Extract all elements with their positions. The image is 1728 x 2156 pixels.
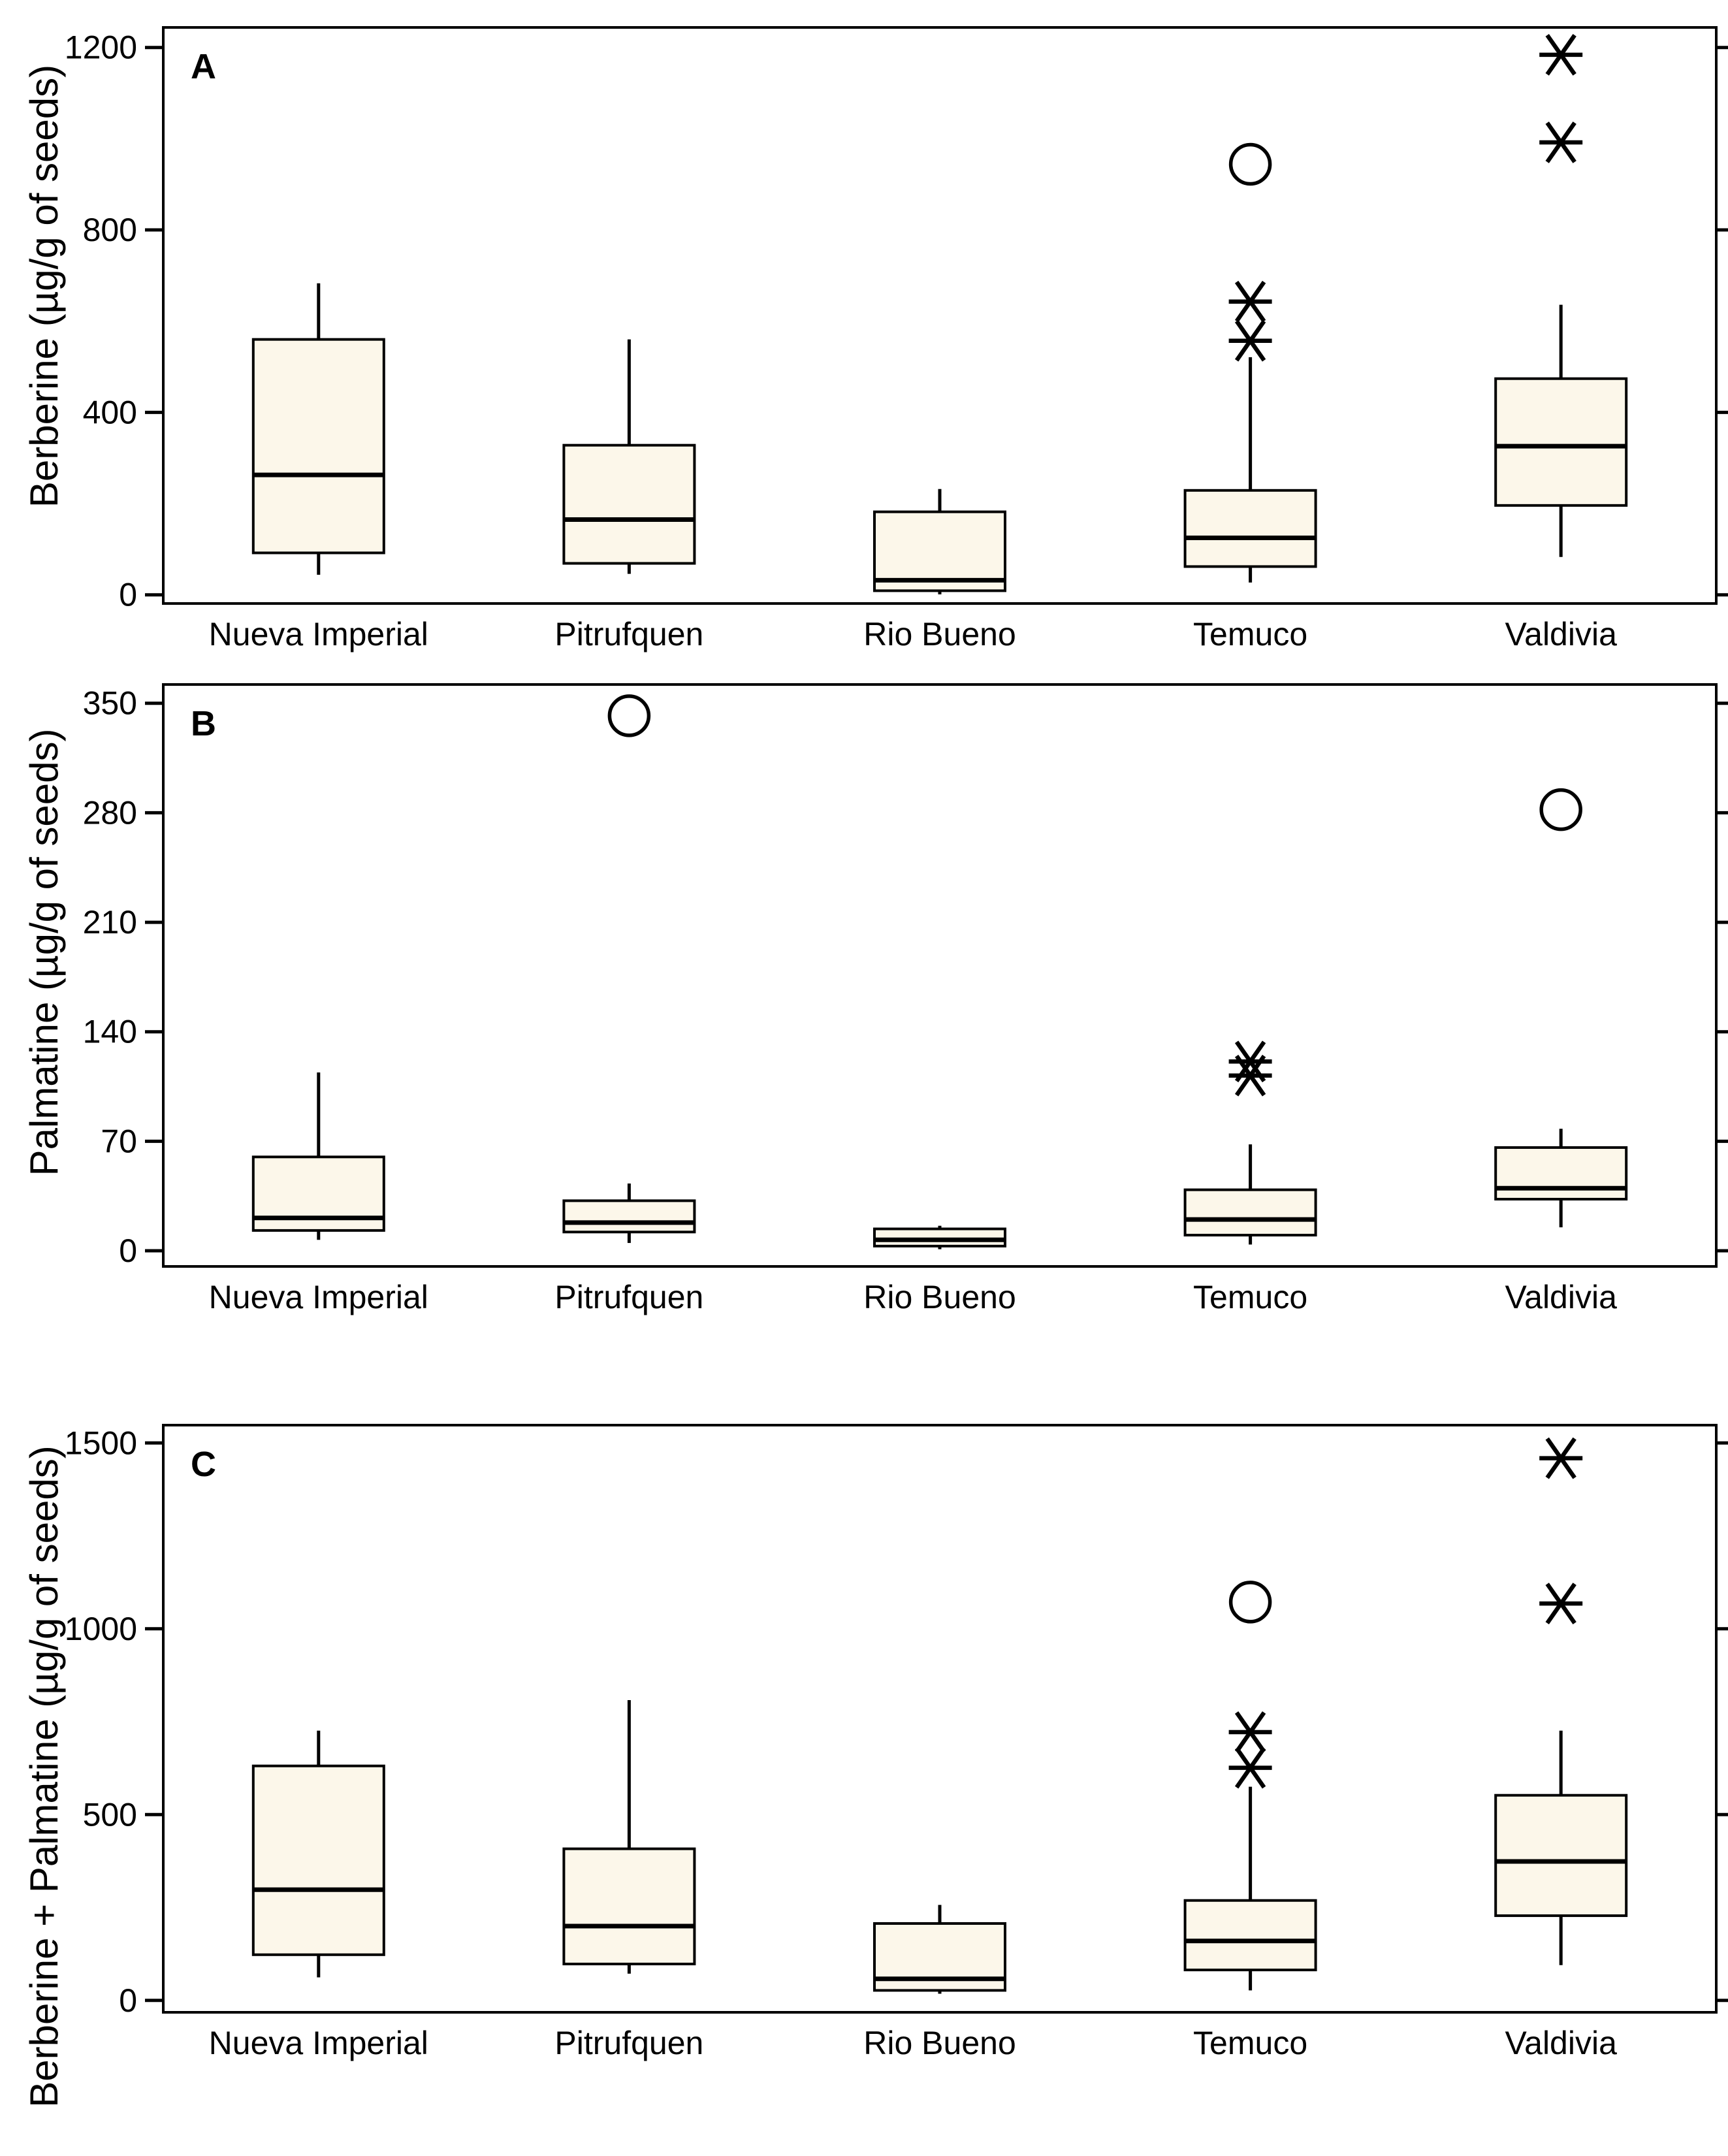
panel-A: 0 400 800 1200 A Berberine (µg/g of seeds) Nue… [22,26,1728,652]
panel-letter: B [191,704,216,743]
iqr-box [1183,489,1317,568]
y-tick-label: 70 [101,1123,137,1159]
panel-C: 0 500 1000 1500 C Berberine + Palmatine (µg/g… [22,1424,1728,2108]
iqr-box [1494,377,1628,507]
outlier-circle [1228,1581,1272,1624]
box-group-pitrufquen [562,1700,696,1974]
category-label: Valdivia [1505,616,1618,652]
category-label: Valdivia [1505,2025,1618,2061]
outlier-asterisk [1539,1437,1583,1479]
outlier-circle [1228,142,1272,186]
panel-frame [162,683,1718,1268]
category-label: Pitrufquen [554,2025,703,2061]
outlier-asterisk [1228,319,1272,362]
category-label: Valdivia [1505,1279,1618,1315]
asterisk-bar-d2 [1234,1054,1266,1097]
y-tick-label: 1000 [65,1611,137,1647]
asterisk-bar-d2 [1545,1583,1576,1624]
category-label: Temuco [1193,1279,1307,1315]
y-tick-label: 0 [119,577,137,613]
outlier-circle [607,694,651,737]
asterisk-bar-d2 [1234,1746,1266,1789]
box-group-temuco [1183,1581,1317,1991]
box-group-rio-bueno [873,1225,1006,1249]
outlier-asterisk [1228,1746,1272,1789]
asterisk-bar-d2 [1234,280,1266,323]
category-label: Nueva Imperial [209,1279,428,1315]
iqr-box [562,443,696,565]
y-axis-title: Berberine + Palmatine (µg/g of seeds) [22,1445,66,2107]
category-label: Nueva Imperial [209,2025,428,2061]
outlier-asterisk [1228,1054,1272,1097]
outlier-asterisk [1539,1583,1583,1624]
y-tick-label: 1200 [65,29,137,66]
y-axis-title: Berberine (µg/g of seeds) [22,65,66,507]
asterisk-bar-d2 [1545,1437,1576,1479]
iqr-box [562,1199,696,1234]
outlier-asterisk [1539,34,1583,76]
box-group-rio-bueno [873,1905,1006,1994]
box-group-rio-bueno [873,489,1006,595]
panel-frame [162,1424,1718,2014]
box-group-temuco [1183,142,1317,583]
category-label: Rio Bueno [863,1279,1016,1315]
outlier-asterisk [1228,280,1272,323]
panel-letter: A [191,47,216,86]
category-label: Rio Bueno [863,616,1016,652]
box-group-nueva-imperial [251,1072,385,1240]
category-label: Temuco [1193,616,1307,652]
box-group-pitrufquen [562,339,696,574]
iqr-box [1494,1146,1628,1201]
category-label: Pitrufquen [554,616,703,652]
asterisk-bar-d2 [1545,121,1576,163]
box-group-pitrufquen [562,694,696,1244]
box-group-valdivia [1494,788,1628,1228]
box-group-valdivia [1494,34,1628,557]
iqr-box [1183,1899,1317,1972]
category-label: Temuco [1193,2025,1307,2061]
asterisk-bar-d2 [1234,319,1266,362]
category-label: Rio Bueno [863,2025,1016,2061]
panel-frame [162,26,1718,605]
y-tick-label: 280 [83,794,137,831]
y-tick-label: 1500 [65,1424,137,1461]
box-group-nueva-imperial [251,1730,385,1978]
outlier-circle [1539,788,1582,831]
iqr-box [873,1227,1006,1247]
y-tick-label: 210 [83,904,137,941]
category-label: Pitrufquen [554,1279,703,1315]
asterisk-bar-d2 [1234,1711,1266,1753]
outlier-asterisk [1228,1711,1272,1753]
outlier-asterisk [1539,121,1583,163]
y-tick-label: 140 [83,1014,137,1050]
panel-letter: C [191,1445,216,1484]
iqr-box [251,1764,385,1956]
y-axis-title: Palmatine (µg/g of seeds) [22,729,66,1176]
box-group-nueva-imperial [251,283,385,575]
box-group-temuco [1183,1040,1317,1245]
box-group-valdivia [1494,1437,1628,1965]
iqr-box [1494,1794,1628,1918]
iqr-box [873,510,1006,592]
iqr-box [562,1847,696,1966]
y-tick-label: 500 [83,1796,137,1833]
y-tick-label: 0 [119,1232,137,1269]
y-tick-label: 800 [83,212,137,248]
y-tick-label: 350 [83,685,137,722]
iqr-box [1183,1188,1317,1237]
y-tick-label: 0 [119,1982,137,2019]
asterisk-bar-d2 [1545,34,1576,76]
iqr-box [251,338,385,555]
category-label: Nueva Imperial [209,616,428,652]
panel-B: 0 70 140 210 280 350 B Palmatine (µg/g of seeds… [22,683,1728,1315]
y-tick-label: 400 [83,394,137,430]
